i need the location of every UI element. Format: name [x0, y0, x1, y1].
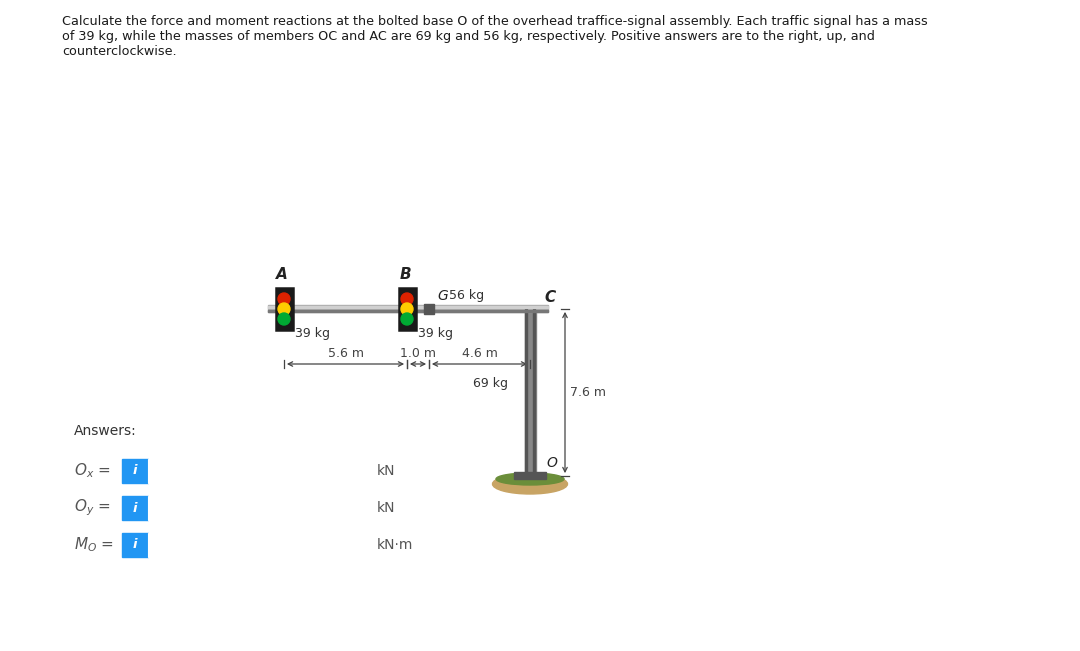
Bar — [148, 533, 370, 557]
Text: 1.0 m: 1.0 m — [400, 347, 436, 360]
Text: kN: kN — [377, 464, 395, 478]
Text: counterclockwise.: counterclockwise. — [62, 45, 177, 58]
Bar — [514, 472, 546, 479]
Text: $M_O$ =: $M_O$ = — [75, 536, 114, 555]
Circle shape — [401, 313, 413, 325]
Text: 7.6 m: 7.6 m — [570, 386, 606, 399]
Bar — [534, 309, 535, 476]
Text: $O_x$ =: $O_x$ = — [75, 462, 111, 480]
Bar — [148, 496, 370, 520]
Bar — [525, 309, 536, 476]
Bar — [525, 309, 527, 476]
Text: Calculate the force and moment reactions at the bolted base O of the overhead tr: Calculate the force and moment reactions… — [62, 15, 928, 28]
Text: i: i — [133, 465, 137, 477]
Bar — [268, 310, 548, 312]
Bar — [268, 305, 548, 312]
Text: G: G — [437, 289, 448, 303]
Text: Answers:: Answers: — [75, 424, 137, 438]
Text: of 39 kg, while the masses of members OC and AC are 69 kg and 56 kg, respectivel: of 39 kg, while the masses of members OC… — [62, 30, 875, 43]
Text: 4.6 m: 4.6 m — [461, 347, 498, 360]
Bar — [399, 288, 416, 330]
Bar — [148, 459, 370, 483]
Text: $O_y$ =: $O_y$ = — [75, 498, 111, 518]
Circle shape — [278, 303, 291, 315]
Text: O: O — [546, 456, 557, 470]
Text: 56 kg: 56 kg — [449, 289, 484, 302]
Circle shape — [278, 293, 291, 305]
Ellipse shape — [492, 474, 567, 494]
Bar — [276, 288, 293, 330]
Bar — [268, 306, 548, 308]
Circle shape — [401, 293, 413, 305]
Text: 69 kg: 69 kg — [473, 376, 508, 389]
Bar — [122, 533, 148, 557]
Text: C: C — [544, 290, 555, 305]
Text: 39 kg: 39 kg — [295, 327, 330, 340]
Bar — [424, 304, 434, 314]
Text: B: B — [400, 267, 410, 282]
Text: i: i — [133, 501, 137, 514]
Text: kN·m: kN·m — [377, 538, 414, 552]
Text: 39 kg: 39 kg — [418, 327, 453, 340]
Text: A: A — [276, 267, 288, 282]
Text: i: i — [133, 538, 137, 551]
Text: kN: kN — [377, 501, 395, 515]
Ellipse shape — [496, 473, 564, 485]
Bar — [122, 496, 148, 520]
Bar — [122, 459, 148, 483]
Circle shape — [278, 313, 291, 325]
Circle shape — [401, 303, 413, 315]
Text: 5.6 m: 5.6 m — [327, 347, 364, 360]
